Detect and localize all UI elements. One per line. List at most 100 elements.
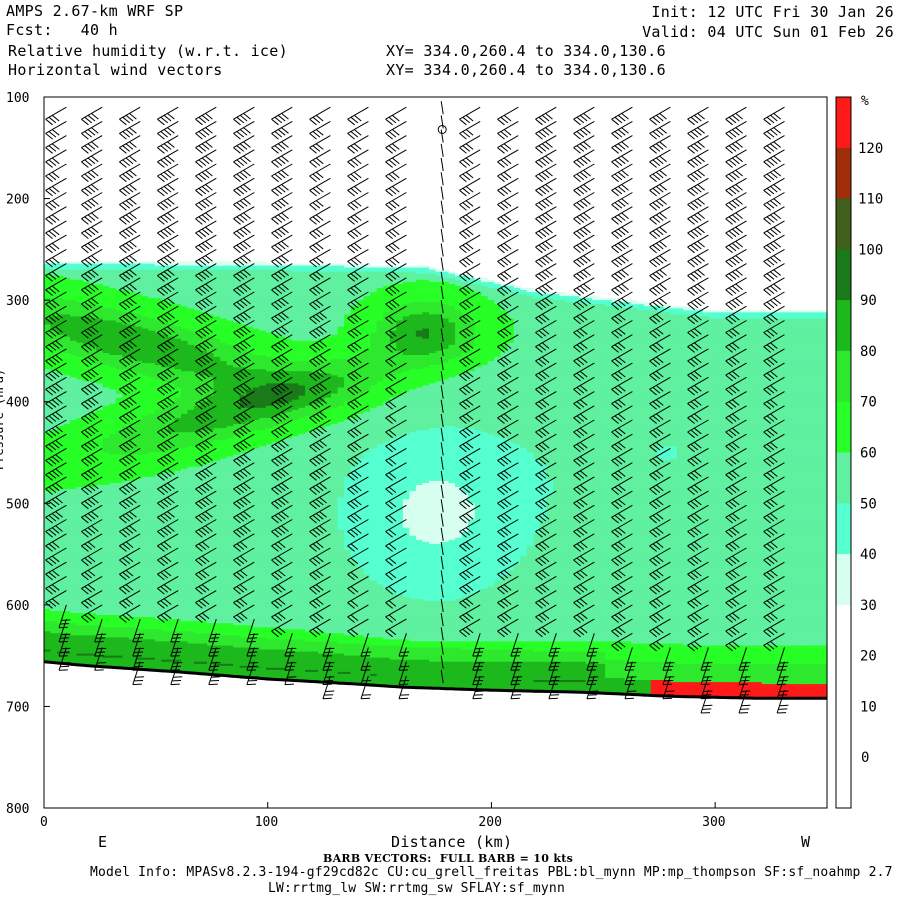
wind-barb (271, 192, 293, 211)
wind-barb (649, 149, 671, 168)
wind-barb (309, 504, 331, 524)
wind-barb (157, 519, 179, 538)
x-tick-label: 0 (40, 815, 48, 830)
wind-barb (497, 618, 519, 638)
wind-barb (611, 192, 633, 211)
wind-barb (157, 263, 179, 282)
wind-barb (195, 561, 217, 581)
wind-barb (763, 590, 785, 609)
x-tick-label: 200 (478, 815, 501, 830)
wind-barb (45, 547, 67, 567)
wind-barb (763, 305, 785, 325)
wind-barb (763, 561, 785, 581)
wind-barb (440, 328, 444, 342)
wind-barb (611, 547, 633, 567)
wind-barb (347, 433, 369, 453)
wind-barb (459, 234, 481, 254)
wind-barb (611, 362, 633, 382)
wind-barb (535, 504, 557, 524)
wind-barb (195, 447, 217, 467)
wind-barb (535, 120, 557, 140)
field-label-wind: Horizontal wind vectors (8, 62, 223, 78)
y-axis-title: Pressure (hPa) (0, 369, 6, 470)
wind-barb (45, 476, 67, 495)
wind-barb (45, 206, 67, 225)
wind-barb (157, 106, 179, 126)
wind-barb (385, 348, 407, 367)
wind-barb (347, 547, 369, 567)
wind-barb (195, 120, 217, 140)
wind-barb (611, 447, 633, 467)
wind-barb (611, 519, 633, 538)
wind-barb (81, 504, 103, 524)
wind-barb (725, 320, 747, 339)
wind-barb (81, 376, 103, 396)
wind-barb (271, 519, 293, 538)
wind-barb (611, 504, 633, 524)
wind-barb (763, 277, 785, 296)
wind-barb (611, 177, 633, 197)
wind-barb (195, 220, 217, 239)
wind-barb (649, 334, 671, 353)
wind-barb (233, 206, 255, 225)
wind-barb (195, 291, 217, 311)
wind-barb (440, 541, 444, 556)
wind-barb (725, 561, 747, 581)
colorbar-segment (836, 401, 851, 453)
wind-barb (157, 476, 179, 495)
wind-barb (738, 690, 751, 714)
wind-barb (763, 362, 785, 382)
wind-barb (347, 533, 369, 552)
wind-barb (440, 314, 444, 328)
wind-barb (233, 533, 255, 552)
wind-barb (271, 590, 293, 609)
wind-barb (763, 177, 785, 197)
wind-barb (459, 490, 481, 510)
wind-barb (271, 476, 293, 495)
wind-barb (157, 490, 179, 510)
wind-barb (385, 405, 407, 424)
wind-barb (763, 533, 785, 552)
wind-barb (649, 263, 671, 282)
wind-barb (497, 348, 519, 367)
wind-barb (611, 248, 633, 268)
wind-barb (94, 647, 107, 671)
wind-barb (309, 376, 331, 396)
wind-barb (440, 385, 444, 399)
wind-barb (440, 485, 444, 499)
wind-barb (687, 163, 709, 183)
wind-barb (195, 604, 217, 623)
wind-barb (725, 248, 747, 268)
wind-barb (687, 547, 709, 567)
wind-barb (347, 135, 369, 154)
wind-barb (271, 362, 293, 382)
wind-barb (535, 149, 557, 168)
wind-barb (271, 263, 293, 282)
colorbar-segment (836, 452, 851, 504)
wind-barb (195, 234, 217, 254)
wind-barb (81, 305, 103, 325)
wind-barb (271, 305, 293, 325)
wind-barb (81, 533, 103, 552)
wind-barb (725, 547, 747, 567)
wind-barb (157, 604, 179, 623)
wind-barb (725, 206, 747, 225)
wind-barb (725, 632, 747, 652)
wind-barb (309, 490, 331, 510)
wind-barb (611, 277, 633, 296)
wind-barb (459, 206, 481, 225)
wind-barb (535, 447, 557, 467)
wind-barb (459, 419, 481, 439)
wind-barb (322, 675, 335, 700)
colorbar-segment (836, 655, 851, 707)
wind-barb (347, 177, 369, 197)
wind-barb (535, 320, 557, 339)
wind-barb (233, 348, 255, 367)
wind-barb (309, 177, 331, 197)
colorbar-label: 40 (860, 547, 877, 563)
wind-barb (170, 661, 183, 686)
wind-barb (233, 305, 255, 325)
wind-barb (459, 476, 481, 495)
wind-barb (347, 206, 369, 225)
wind-barb (81, 206, 103, 225)
